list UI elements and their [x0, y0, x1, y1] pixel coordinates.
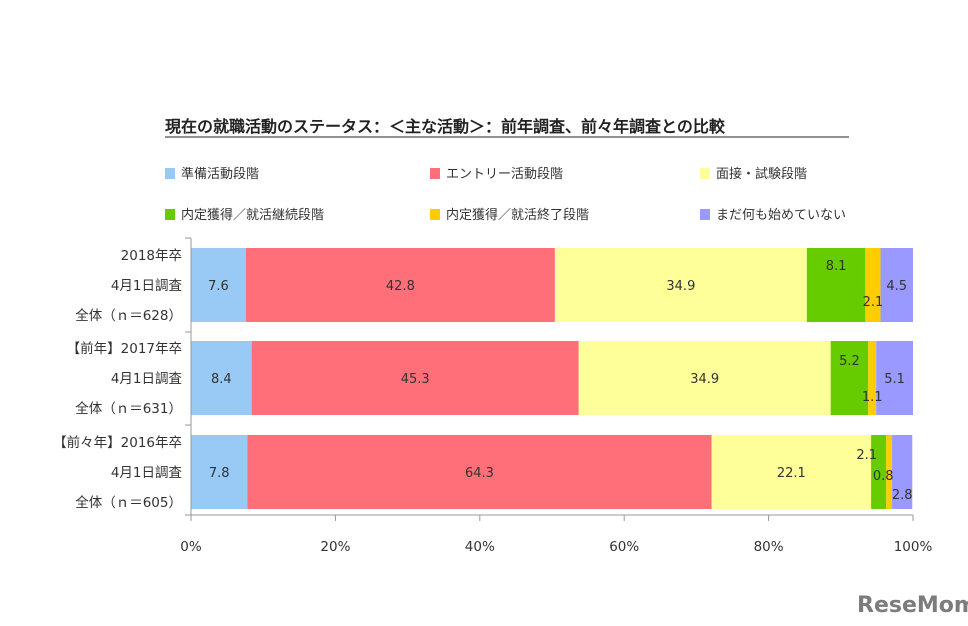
category-label: 4月1日調査 — [111, 278, 183, 294]
legend-swatch — [165, 168, 175, 179]
bar-segment — [251, 341, 579, 415]
x-tick-label: 0% — [180, 539, 202, 555]
bar-segment — [865, 248, 881, 322]
data-label: 0.8 — [873, 469, 894, 484]
bar-segment — [191, 435, 248, 509]
bar-segment — [876, 341, 913, 415]
category-labels: 2018年卒4月1日調査全体（ｎ＝628）【前年】2017年卒4月1日調査全体（… — [53, 248, 182, 511]
bar-segment — [191, 341, 252, 415]
data-label: 4.5 — [886, 279, 907, 294]
bar-segment — [830, 341, 869, 415]
bar-segment — [191, 248, 246, 322]
bar-segment — [806, 248, 866, 322]
category-label: 全体（ｎ＝631） — [75, 400, 182, 417]
legend-label: 内定獲得／就活継続段階 — [181, 207, 324, 223]
category-label: 全体（ｎ＝605） — [75, 494, 182, 511]
data-label: 42.8 — [386, 279, 415, 294]
legend-swatch — [430, 168, 440, 179]
bar-segment — [554, 248, 807, 322]
bar-segment — [245, 248, 555, 322]
bar-segment — [871, 435, 887, 509]
data-label: 7.8 — [209, 466, 230, 481]
data-label: 64.3 — [465, 466, 494, 481]
bar-segment — [247, 435, 712, 509]
data-label: 8.4 — [211, 372, 232, 387]
bar-segment — [711, 435, 872, 509]
bars — [191, 248, 913, 509]
legend-swatch — [430, 209, 440, 220]
data-label: 1.1 — [862, 390, 883, 405]
legend-swatch — [165, 209, 175, 220]
data-label: 45.3 — [401, 372, 430, 387]
legend-label: まだ何も始めていない — [716, 207, 846, 223]
bar-segment — [886, 435, 893, 509]
category-label: 4月1日調査 — [111, 371, 183, 387]
bar-segment — [892, 435, 913, 509]
bar-segment — [868, 341, 877, 415]
legend-label: 面接・試験段階 — [716, 166, 807, 182]
bar-segment — [578, 341, 831, 415]
x-tick-label: 80% — [754, 539, 784, 555]
legend-label: 内定獲得／就活終了段階 — [446, 207, 589, 223]
chart-title: 現在の就職活動のステータス：＜主な活動＞：前年調査、前々年調査との比較 — [165, 117, 726, 136]
category-label: 4月1日調査 — [111, 465, 183, 481]
data-label: 22.1 — [777, 466, 806, 481]
category-label: 【前々年】2016年卒 — [53, 434, 182, 451]
data-label: 2.1 — [863, 295, 884, 310]
data-label: 8.1 — [826, 259, 847, 274]
data-label: 5.1 — [884, 372, 905, 387]
category-label: 【前年】2017年卒 — [67, 340, 182, 357]
bar-segment — [880, 248, 913, 322]
data-label: 34.9 — [690, 372, 719, 387]
watermark-logo: ReseMom — [857, 593, 968, 618]
data-label: 2.8 — [892, 488, 913, 503]
legend-label: 準備活動段階 — [181, 166, 259, 182]
x-axis: 0% 20% 40% 60% 80% 100% — [180, 237, 933, 555]
x-tick-label: 100% — [894, 539, 933, 555]
legend-swatch — [700, 168, 710, 179]
x-tick-label: 20% — [320, 539, 350, 555]
data-label: 34.9 — [666, 279, 695, 294]
data-label: 5.2 — [839, 354, 860, 369]
legend-swatch — [700, 209, 710, 220]
x-tick-label: 60% — [609, 539, 639, 555]
category-label: 2018年卒 — [121, 248, 182, 264]
data-label: 7.6 — [208, 279, 229, 294]
data-labels: 7.6 42.8 34.98.12.14.58.4 45.3 34.95.21.15.1… — [208, 259, 912, 503]
legend-label: エントリー活動段階 — [446, 167, 563, 182]
data-label: 2.1 — [856, 448, 877, 463]
category-label: 全体（ｎ＝628） — [75, 307, 182, 324]
x-tick-label: 40% — [465, 539, 495, 555]
